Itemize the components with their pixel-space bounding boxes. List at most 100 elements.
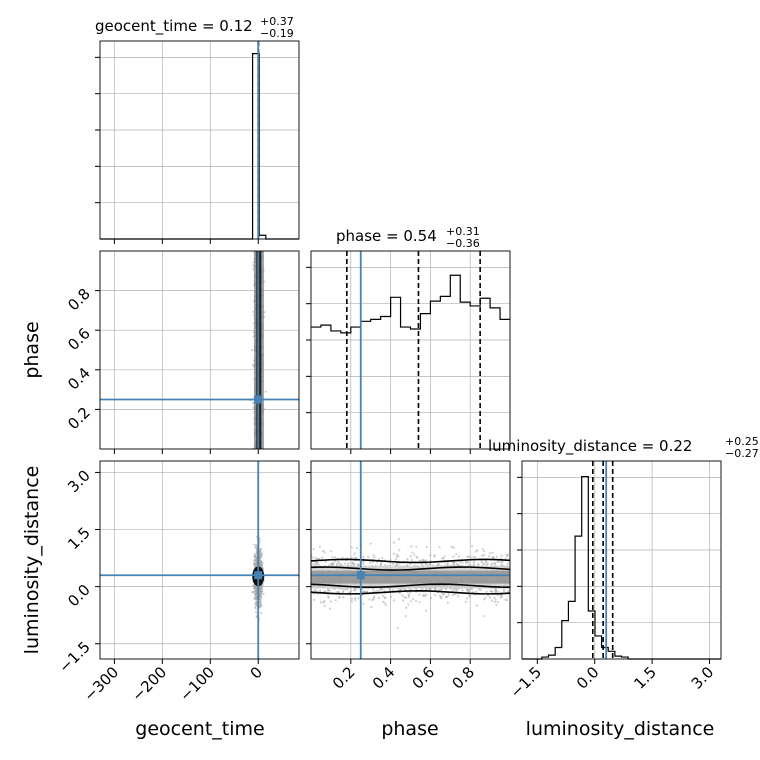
panel-phase-ld-sample (368, 598, 371, 601)
tick-label-phase: 0.8 (64, 285, 94, 315)
panel-phase-ld-sample (407, 593, 411, 596)
tick-label-phase: 0.2 (64, 404, 94, 434)
panel-phase-ld-sample (455, 589, 458, 593)
hist-luminosity-distance-step (522, 476, 721, 660)
panel-phase-ld-sample (472, 560, 476, 564)
panel-geocent-ld-sample (254, 589, 257, 593)
panel-phase-ld-sample (354, 597, 357, 600)
panel-geocent-ld-sample (255, 550, 258, 554)
hist-geocent-time-step (100, 52, 299, 240)
panel-phase-ld-sample (404, 615, 407, 618)
panel-phase-ld-sample (392, 541, 395, 544)
panel-phase-ld-sample (433, 594, 437, 597)
panel-phase-ld-sample (485, 563, 488, 566)
panel-phase-ld-sample (493, 562, 496, 565)
hist-geocent-time-frame (99, 40, 300, 240)
panel-phase-ld-sample (319, 589, 322, 593)
panel-phase-ld-sample (461, 589, 464, 592)
tick-label-luminosity_distance: 0.0 (64, 581, 94, 611)
panel-phase-ld-sample (342, 590, 345, 593)
panel-phase-ld-sample (409, 600, 413, 603)
panel-phase-ld-sample (499, 596, 502, 599)
panel-phase-ld-sample (424, 609, 428, 612)
panel-geocent-ld-sample (253, 587, 256, 590)
panel-phase-ld-sample (488, 555, 491, 558)
tick-label-phase: 0.4 (64, 364, 94, 394)
panel-phase-ld-sample (336, 590, 339, 593)
panel-phase-ld-sample (357, 597, 360, 600)
tick-label-phase: 0.2 (329, 663, 359, 693)
panel-phase-ld-sample (469, 555, 472, 558)
tick-label-phase: 0.6 (409, 663, 439, 693)
panel-phase-ld-sample (501, 560, 504, 564)
panel-phase-ld-sample (493, 600, 496, 603)
panel-phase-ld-sample (326, 588, 330, 591)
panel-geocent-ld-sample (258, 537, 261, 540)
panel-phase-ld-sample (472, 563, 475, 566)
panel-phase-ld-sample (378, 557, 381, 561)
hist-luminosity-distance-frame (521, 460, 722, 660)
panel-phase-ld-sample (493, 596, 496, 599)
tick-label-geocent_time: −100 (176, 663, 218, 705)
panel-phase-ld-sample (367, 555, 370, 559)
panel-phase-ld-sample (337, 560, 340, 563)
panel-phase-ld-sample (312, 547, 315, 551)
panel-phase-ld-sample (443, 555, 446, 558)
panel-phase-ld-sample (466, 588, 469, 591)
panel-phase-ld-sample (323, 551, 326, 554)
panel-phase-ld-sample (418, 601, 421, 604)
panel-phase-ld-sample (419, 559, 422, 562)
panel-phase-ld-sample (424, 559, 428, 562)
panel-phase-ld-sample (381, 594, 385, 598)
panel-phase-ld-sample (450, 545, 454, 548)
tick-label-luminosity_distance: 1.5 (630, 663, 660, 693)
svg-text:luminosity_distance = 0.22: luminosity_distance = 0.22 (488, 437, 692, 456)
panel-phase-ld-sample (401, 594, 404, 597)
panel-phase-ld-sample (319, 601, 323, 604)
panel-phase-ld-sample (362, 562, 365, 565)
panel-phase-ld-sample (464, 600, 467, 604)
panel-phase-ld-sample (318, 545, 321, 548)
panel-geocent-phase-sample (264, 390, 267, 393)
tick-label-geocent_time: 0 (247, 663, 266, 682)
panel-phase-ld-contour-line (311, 590, 510, 595)
panel-phase-ld-sample (425, 562, 428, 565)
panel-phase-ld-sample (466, 560, 469, 563)
panel-phase-ld-sample (483, 562, 486, 565)
tick-label-luminosity_distance: 1.5 (64, 524, 94, 554)
panel-phase-ld-sample (350, 556, 353, 559)
panel-phase-ld-sample (383, 596, 386, 600)
panel-phase-ld-sample (343, 588, 346, 591)
panel-phase-ld-sample (443, 592, 446, 595)
panel-phase-ld-sample (406, 557, 409, 561)
panel-geocent-phase-truth-marker (254, 395, 263, 404)
panel-phase-ld-sample (383, 601, 387, 605)
panel-phase-ld-sample (382, 600, 385, 603)
panel-phase-ld-sample (502, 589, 506, 593)
title-geocent-time-minus: −0.19 (260, 27, 294, 40)
panel-phase-ld-sample (437, 563, 440, 566)
panel-phase-ld-sample (455, 553, 458, 556)
panel-phase-ld-sample (457, 555, 461, 558)
panel-phase-ld-sample (446, 563, 449, 566)
panel-geocent-ld-sample (260, 547, 263, 551)
panel-geocent-ld-sample (255, 616, 258, 619)
panel-phase-ld-sample (392, 599, 395, 602)
tick-label-luminosity_distance: 3.0 (64, 467, 94, 497)
panel-phase-ld-sample (311, 556, 314, 559)
panel-phase-ld-sample (381, 557, 384, 560)
title-geocent-time: geocent_time = 0.12 +0.37 −0.19 (95, 15, 294, 40)
panel-phase-ld-sample (384, 563, 387, 567)
panel-phase-ld-sample (371, 599, 374, 602)
panel-phase-ld-sample (481, 547, 484, 551)
panel-phase-ld-sample (407, 595, 411, 599)
panel-phase-ld-sample (504, 557, 507, 560)
panel-phase-ld-sample (506, 562, 510, 565)
panel-phase-ld-sample (497, 590, 500, 594)
panel-geocent-phase-sample (251, 363, 254, 366)
panel-phase-ld-sample (362, 555, 365, 559)
panel-phase-ld-sample (475, 604, 478, 607)
tick-label-luminosity_distance: −1.5 (507, 663, 545, 701)
title-phase-minus: −0.36 (446, 237, 480, 250)
